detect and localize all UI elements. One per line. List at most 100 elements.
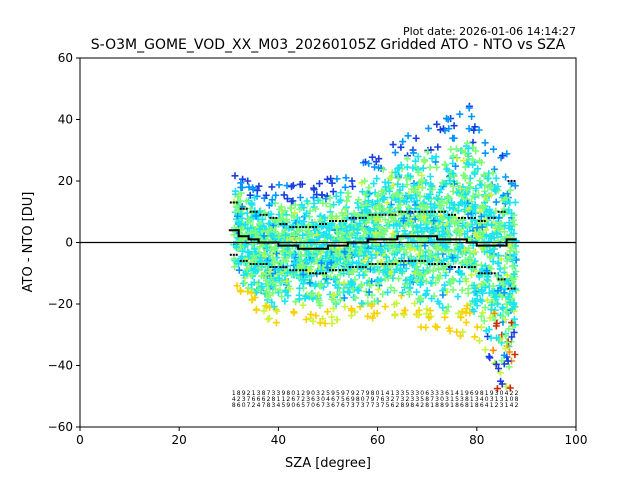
scatter-point: [316, 301, 324, 309]
scatter-point: [480, 171, 488, 179]
scatter-point: [346, 223, 354, 231]
scatter-point: [483, 267, 491, 275]
lower-percentile-dot: [262, 263, 265, 265]
scatter-point: [267, 210, 275, 218]
scatter-point: [272, 249, 280, 257]
scatter-point: [240, 271, 248, 279]
scatter-point: [421, 242, 429, 250]
scatter-point: [494, 300, 502, 308]
lower-percentile-dot: [292, 269, 295, 272]
scatter-point: [405, 203, 412, 211]
scatter-point: [506, 348, 513, 356]
scatter-point: [239, 280, 247, 287]
scatter-point: [297, 251, 305, 259]
scatter-point: [272, 191, 280, 199]
scatter-point: [463, 305, 471, 313]
scatter-point: [437, 207, 445, 215]
upper-percentile-dot: [368, 213, 371, 216]
lower-percentile-dot: [344, 269, 347, 272]
scatter-point: [481, 139, 489, 147]
scatter-point: [329, 253, 337, 261]
scatter-point: [235, 266, 243, 274]
sample-count-digit: 1: [252, 390, 256, 397]
lower-percentile-dot: [341, 269, 344, 272]
scatter-point: [473, 323, 481, 331]
scatter-point: [490, 310, 498, 317]
sample-count-digit: 5: [405, 390, 409, 397]
scatter-point: [238, 184, 246, 191]
scatter-point: [503, 338, 511, 346]
lower-percentile-dot: [411, 259, 414, 262]
scatter-point: [263, 244, 271, 252]
scatter-point: [354, 226, 362, 234]
scatter-point: [372, 158, 380, 166]
scatter-point: [300, 218, 308, 226]
scatter-point: [374, 276, 382, 284]
upper-percentile-dot: [451, 213, 453, 216]
scatter-point: [369, 314, 377, 322]
sample-count-digit: 3: [435, 390, 439, 397]
sample-count-digit: 0: [510, 396, 514, 403]
lower-percentile-dot: [279, 266, 282, 269]
scatter-point: [422, 324, 430, 331]
scatter-point: [288, 198, 296, 205]
sample-count-digit: 3: [500, 402, 504, 409]
scatter-point: [317, 256, 324, 264]
lower-percentile-dot: [374, 263, 377, 265]
sample-count-digit: 1: [281, 396, 285, 403]
sample-count-digit: 1: [381, 390, 385, 397]
scatter-point: [238, 214, 246, 222]
scatter-point: [474, 233, 481, 240]
scatter-point: [307, 263, 315, 271]
scatter-point: [381, 275, 389, 283]
scatter-point: [456, 110, 464, 118]
upper-percentile-dot: [444, 210, 447, 213]
scatter-point: [494, 271, 502, 279]
upper-percentile-dot: [325, 223, 327, 225]
scatter-point: [264, 280, 272, 288]
lower-percentile-dot: [322, 272, 324, 275]
scatter-point: [438, 246, 446, 254]
sample-count-digit: 7: [306, 402, 310, 409]
scatter-point: [456, 232, 464, 240]
sample-count-digit: 1: [450, 396, 454, 403]
scatter-point: [510, 250, 518, 258]
scatter-point: [496, 265, 504, 273]
lower-percentile-dot: [269, 266, 272, 269]
upper-percentile-dot: [497, 210, 500, 213]
scatter-point: [316, 319, 324, 327]
scatter-point: [368, 254, 376, 262]
scatter-point: [387, 184, 395, 192]
scatter-point: [398, 267, 406, 275]
sample-count-digit: 8: [465, 396, 469, 403]
scatter-point: [377, 246, 385, 254]
sample-count-digit: 3: [351, 402, 355, 409]
sample-count-digit: 8: [271, 396, 275, 403]
upper-percentile-dot: [463, 216, 466, 219]
scatter-point: [232, 243, 240, 251]
scatter-point: [413, 242, 421, 250]
lower-percentile-dot: [361, 266, 364, 269]
scatter-point: [510, 328, 518, 336]
scatter-point: [496, 369, 504, 377]
scatter-point: [372, 205, 380, 213]
scatter-point: [348, 307, 356, 315]
scatter-point: [371, 163, 378, 171]
scatter-point: [383, 253, 390, 261]
scatter-point: [392, 247, 400, 255]
scatter-point: [411, 215, 419, 223]
scatter-point: [246, 191, 254, 199]
scatter-point: [296, 205, 304, 213]
sample-count-digit: 1: [495, 396, 499, 403]
scatter-point: [471, 333, 479, 341]
upper-percentile-dot: [255, 210, 258, 213]
scatter-point: [458, 250, 466, 258]
lower-percentile-dot: [451, 266, 453, 269]
upper-percentile-dot: [441, 210, 444, 213]
sample-count-digit: 3: [490, 396, 494, 403]
scatter-point: [452, 227, 460, 235]
scatter-point: [282, 231, 290, 239]
upper-percentile-dot: [305, 226, 308, 229]
sample-count-digit: 8: [455, 402, 459, 409]
scatter-point: [283, 195, 291, 203]
